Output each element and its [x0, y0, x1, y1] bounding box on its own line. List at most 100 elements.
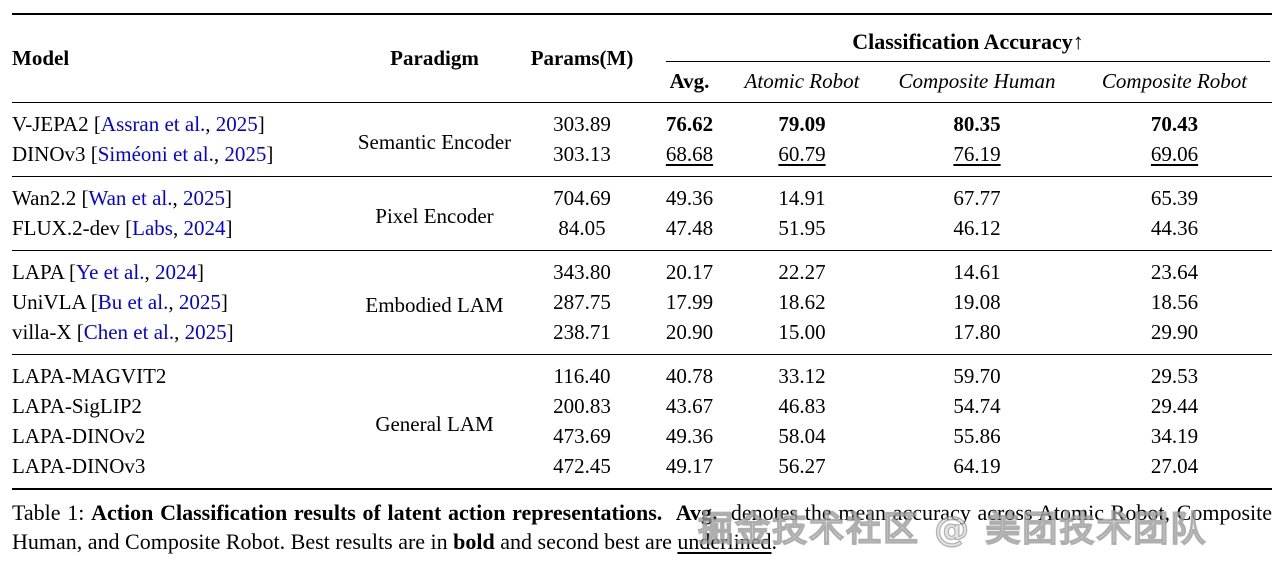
composite-human-cell: 14.61	[953, 259, 1001, 284]
bracket: [	[76, 185, 89, 210]
composite-human-cell: 67.77	[953, 185, 1001, 210]
caption-text: .	[771, 528, 778, 554]
model-cell: LAPA-SigLIP2	[12, 391, 357, 421]
avg-cell: 49.17	[665, 453, 714, 478]
bracket: ]	[257, 111, 265, 136]
citation-year-link[interactable]: 2025	[184, 319, 227, 344]
atomic-robot-cell: 33.12	[778, 363, 826, 388]
table-header: Model Paradigm Params(M) Classification …	[12, 14, 1273, 102]
composite-robot-cell: 18.56	[1150, 289, 1199, 314]
table-caption: Table 1: Action Classification results o…	[12, 498, 1272, 556]
citation-link[interactable]: Ye et al.	[76, 259, 145, 284]
composite-human-cell: 59.70	[953, 363, 1001, 388]
caption-underlined-word: underlined	[677, 528, 772, 554]
atomic-robot-cell: 14.91	[778, 185, 826, 210]
model-cell: DINOv3 [Siméoni et al., 2025]	[12, 139, 357, 177]
column-header-model: Model	[12, 45, 70, 70]
avg-cell: 43.67	[665, 393, 714, 418]
column-header-composite-human: Composite Human	[898, 69, 1056, 94]
params-cell: 200.83	[553, 393, 611, 418]
citation-year-link[interactable]: 2025	[224, 141, 267, 166]
atomic-robot-cell: 51.95	[778, 215, 826, 240]
table-row: LAPA-DINOv2 473.69 49.36 58.04 55.86 34.…	[12, 421, 1272, 451]
composite-human-cell: 46.12	[953, 215, 1001, 240]
composite-human-cell: 54.74	[953, 393, 1001, 418]
bracket: [	[85, 289, 98, 314]
citation-separator: ,	[168, 289, 179, 314]
atomic-robot-cell: 18.62	[778, 289, 826, 314]
model-cell: LAPA-DINOv2	[12, 421, 357, 451]
model-name: UniVLA	[12, 289, 86, 314]
model-name: villa-X	[12, 319, 72, 344]
group-pixel-encoder: Wan2.2 [Wan et al., 2025] Pixel Encoder …	[12, 176, 1273, 251]
column-group-classification-accuracy: Classification Accuracy↑	[652, 14, 1272, 62]
composite-robot-cell: 69.06	[1150, 141, 1199, 166]
avg-cell: 49.36	[665, 185, 714, 210]
citation-link[interactable]: Labs	[132, 215, 173, 240]
table-row: villa-X [Chen et al., 2025] 238.71 20.90…	[12, 317, 1272, 355]
table-row: LAPA-SigLIP2 200.83 43.67 46.83 54.74 29…	[12, 391, 1272, 421]
classification-accuracy-label: Classification Accuracy↑	[666, 29, 1271, 62]
model-name: LAPA-DINOv3	[12, 453, 146, 478]
avg-cell: 76.62	[665, 111, 714, 136]
caption-title-bold: Action Classification results of latent …	[91, 499, 663, 525]
atomic-robot-cell: 15.00	[778, 319, 826, 344]
composite-robot-cell: 29.90	[1150, 319, 1199, 344]
atomic-robot-cell: 56.27	[778, 453, 826, 478]
model-name: Wan2.2	[12, 185, 77, 210]
bracket: ]	[225, 185, 232, 210]
avg-cell: 68.68	[665, 141, 714, 166]
caption-text: and second best are	[494, 528, 678, 554]
avg-cell: 49.36	[665, 423, 714, 448]
citation-year-link[interactable]: 2024	[154, 259, 197, 284]
params-cell: 343.80	[553, 259, 611, 284]
model-name: FLUX.2-dev	[12, 215, 120, 240]
model-cell: LAPA [Ye et al., 2024]	[12, 250, 357, 287]
atomic-robot-cell: 79.09	[778, 111, 826, 136]
model-cell: Wan2.2 [Wan et al., 2025]	[12, 176, 357, 213]
table-row: FLUX.2-dev [Labs, 2024] 84.05 47.48 51.9…	[12, 213, 1272, 251]
params-cell: 303.13	[553, 141, 611, 166]
bracket: ]	[220, 289, 228, 314]
citation-separator: ,	[174, 319, 185, 344]
citation-link[interactable]: Chen et al.	[83, 319, 175, 344]
citation-year-link[interactable]: 2025	[178, 289, 221, 314]
model-cell: V-JEPA2 [Assran et al., 2025]	[12, 102, 357, 139]
group-embodied-lam: LAPA [Ye et al., 2024] Embodied LAM 343.…	[12, 250, 1273, 355]
bracket: [	[119, 215, 133, 240]
params-cell: 704.69	[553, 185, 611, 210]
atomic-robot-cell: 60.79	[778, 141, 826, 166]
composite-robot-cell: 23.64	[1150, 259, 1199, 284]
model-cell: LAPA-DINOv3	[12, 451, 357, 489]
citation-link[interactable]: Wan et al.	[88, 185, 173, 210]
composite-robot-cell: 29.44	[1150, 393, 1199, 418]
avg-cell: 20.90	[665, 319, 714, 344]
citation-separator: ,	[205, 111, 216, 136]
model-name: LAPA	[12, 259, 64, 284]
composite-human-cell: 76.19	[953, 141, 1001, 166]
table-row: LAPA-MAGVIT2 General LAM 116.40 40.78 33…	[12, 354, 1272, 437]
composite-human-cell: 80.35	[953, 111, 1001, 136]
composite-robot-cell: 34.19	[1150, 423, 1199, 448]
caption-label: Table 1:	[12, 499, 92, 525]
citation-link[interactable]: Assran et al.	[100, 111, 206, 136]
composite-robot-cell: 27.04	[1150, 453, 1199, 478]
column-header-atomic-robot: Atomic Robot	[744, 69, 860, 94]
model-name: LAPA-MAGVIT2	[12, 363, 167, 388]
citation-year-link[interactable]: 2025	[183, 185, 225, 210]
citation-link[interactable]: Bu et al.	[97, 289, 169, 314]
citation-year-link[interactable]: 2025	[215, 111, 258, 136]
composite-human-cell: 17.80	[953, 319, 1001, 344]
model-name: LAPA-SigLIP2	[12, 393, 142, 418]
column-header-params: Params(M)	[530, 45, 634, 70]
column-header-paradigm: Paradigm	[390, 45, 479, 70]
composite-robot-cell: 44.36	[1150, 215, 1199, 240]
composite-human-cell: 64.19	[953, 453, 1001, 478]
model-name: LAPA-DINOv2	[12, 423, 146, 448]
citation-separator: ,	[172, 185, 183, 210]
paradigm-cell: General LAM	[375, 412, 494, 436]
model-cell: villa-X [Chen et al., 2025]	[12, 317, 357, 355]
citation-link[interactable]: Siméoni et al.	[97, 141, 214, 166]
composite-human-cell: 19.08	[953, 289, 1001, 314]
citation-year-link[interactable]: 2024	[183, 215, 226, 240]
